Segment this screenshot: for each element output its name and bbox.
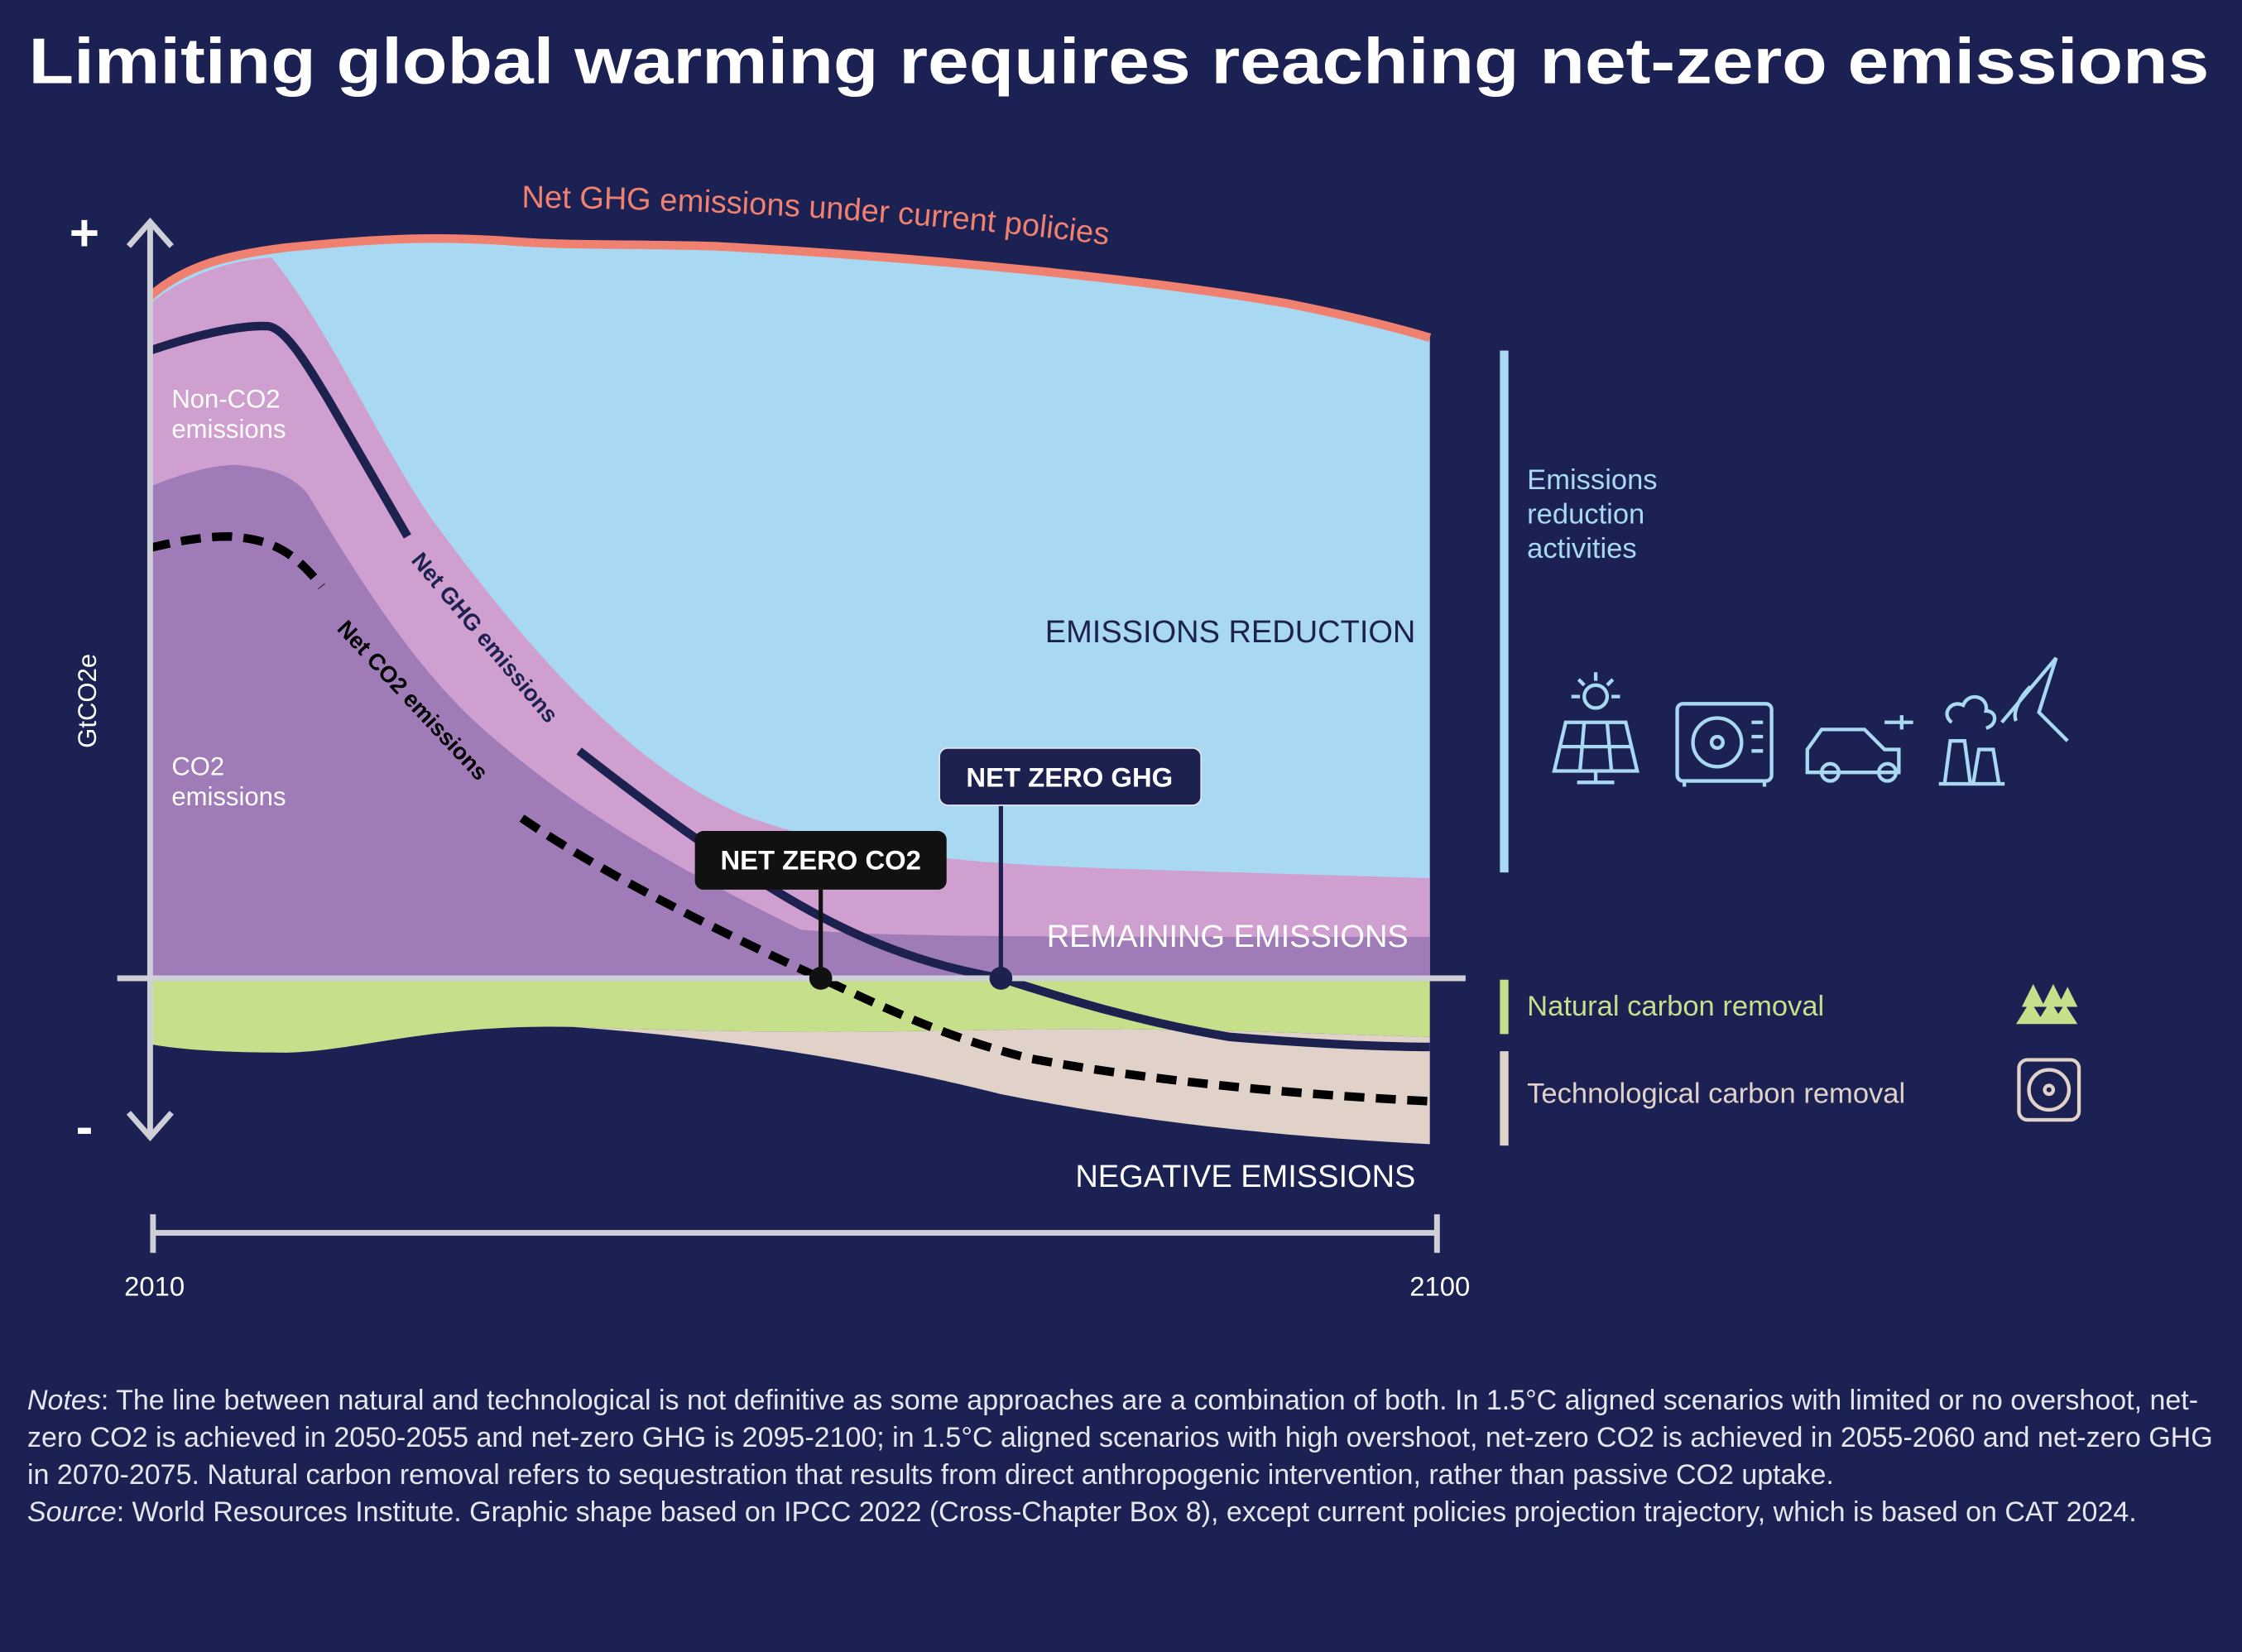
label-line: emissions [171, 415, 286, 444]
legend-bar [1500, 350, 1509, 873]
notes-paragraph: Notes: The line between natural and tech… [27, 1382, 2220, 1494]
start-year: 2010 [124, 1271, 185, 1302]
callout-box [939, 747, 1203, 806]
callout-dot [809, 967, 833, 990]
label-line: reduction [1527, 499, 1644, 531]
net-co2-line [149, 531, 325, 589]
emissions-reduction-label: EMISSIONS REDUCTION [1045, 615, 1416, 650]
label-line: activities [1527, 533, 1636, 564]
label-line: Non-CO2 [171, 385, 280, 414]
end-year: 2100 [1409, 1271, 1470, 1302]
legend-bar [1500, 979, 1509, 1035]
natural-removal-area [150, 977, 1430, 1053]
axis-minus: - [76, 1098, 94, 1155]
legend-bar [1500, 1051, 1509, 1146]
label-line: CO2 [171, 752, 224, 781]
net-ghg-line [148, 321, 411, 539]
icons [1552, 656, 2081, 1122]
notes: Notes: The line between natural and tech… [27, 1382, 2220, 1531]
net-co2-line [519, 814, 1430, 1106]
remaining-emissions-label: REMAINING EMISSIONS [1047, 920, 1409, 954]
legend-natural: Natural carbon removal [1527, 991, 1824, 1022]
axis-label: GtCO2e [73, 654, 102, 748]
title: Limiting global warming requires reachin… [29, 26, 2210, 97]
label-line: emissions [171, 782, 286, 811]
axis-plus: + [70, 205, 99, 262]
net-zero-co2: NET ZERO CO2 [720, 845, 920, 876]
current-policies-line [146, 233, 1432, 342]
negative-emissions-label: NEGATIVE EMISSIONS [1075, 1160, 1415, 1194]
tech-removal-area [572, 1026, 1430, 1145]
source-label: Source [27, 1496, 117, 1528]
axes [117, 217, 1466, 1253]
callout-dot [989, 967, 1013, 990]
non-co2-label: Non-CO2 emissions [171, 385, 287, 444]
net-zero-ghg: NET ZERO GHG [966, 761, 1173, 792]
callout-box [694, 831, 947, 890]
co2-area [150, 464, 1430, 978]
source-text: : World Resources Institute. Graphic sha… [116, 1496, 2137, 1528]
source-paragraph: Source: World Resources Institute. Graph… [27, 1494, 2220, 1531]
legend-tech: Technological carbon removal [1527, 1078, 1905, 1109]
notes-label: Notes [27, 1385, 101, 1416]
legend-reduction: Emissions reduction activities [1527, 464, 1665, 564]
notes-text: : The line between natural and technolog… [27, 1385, 2213, 1491]
label-line: Emissions [1527, 464, 1657, 496]
co2-label: CO2 emissions [171, 752, 286, 811]
